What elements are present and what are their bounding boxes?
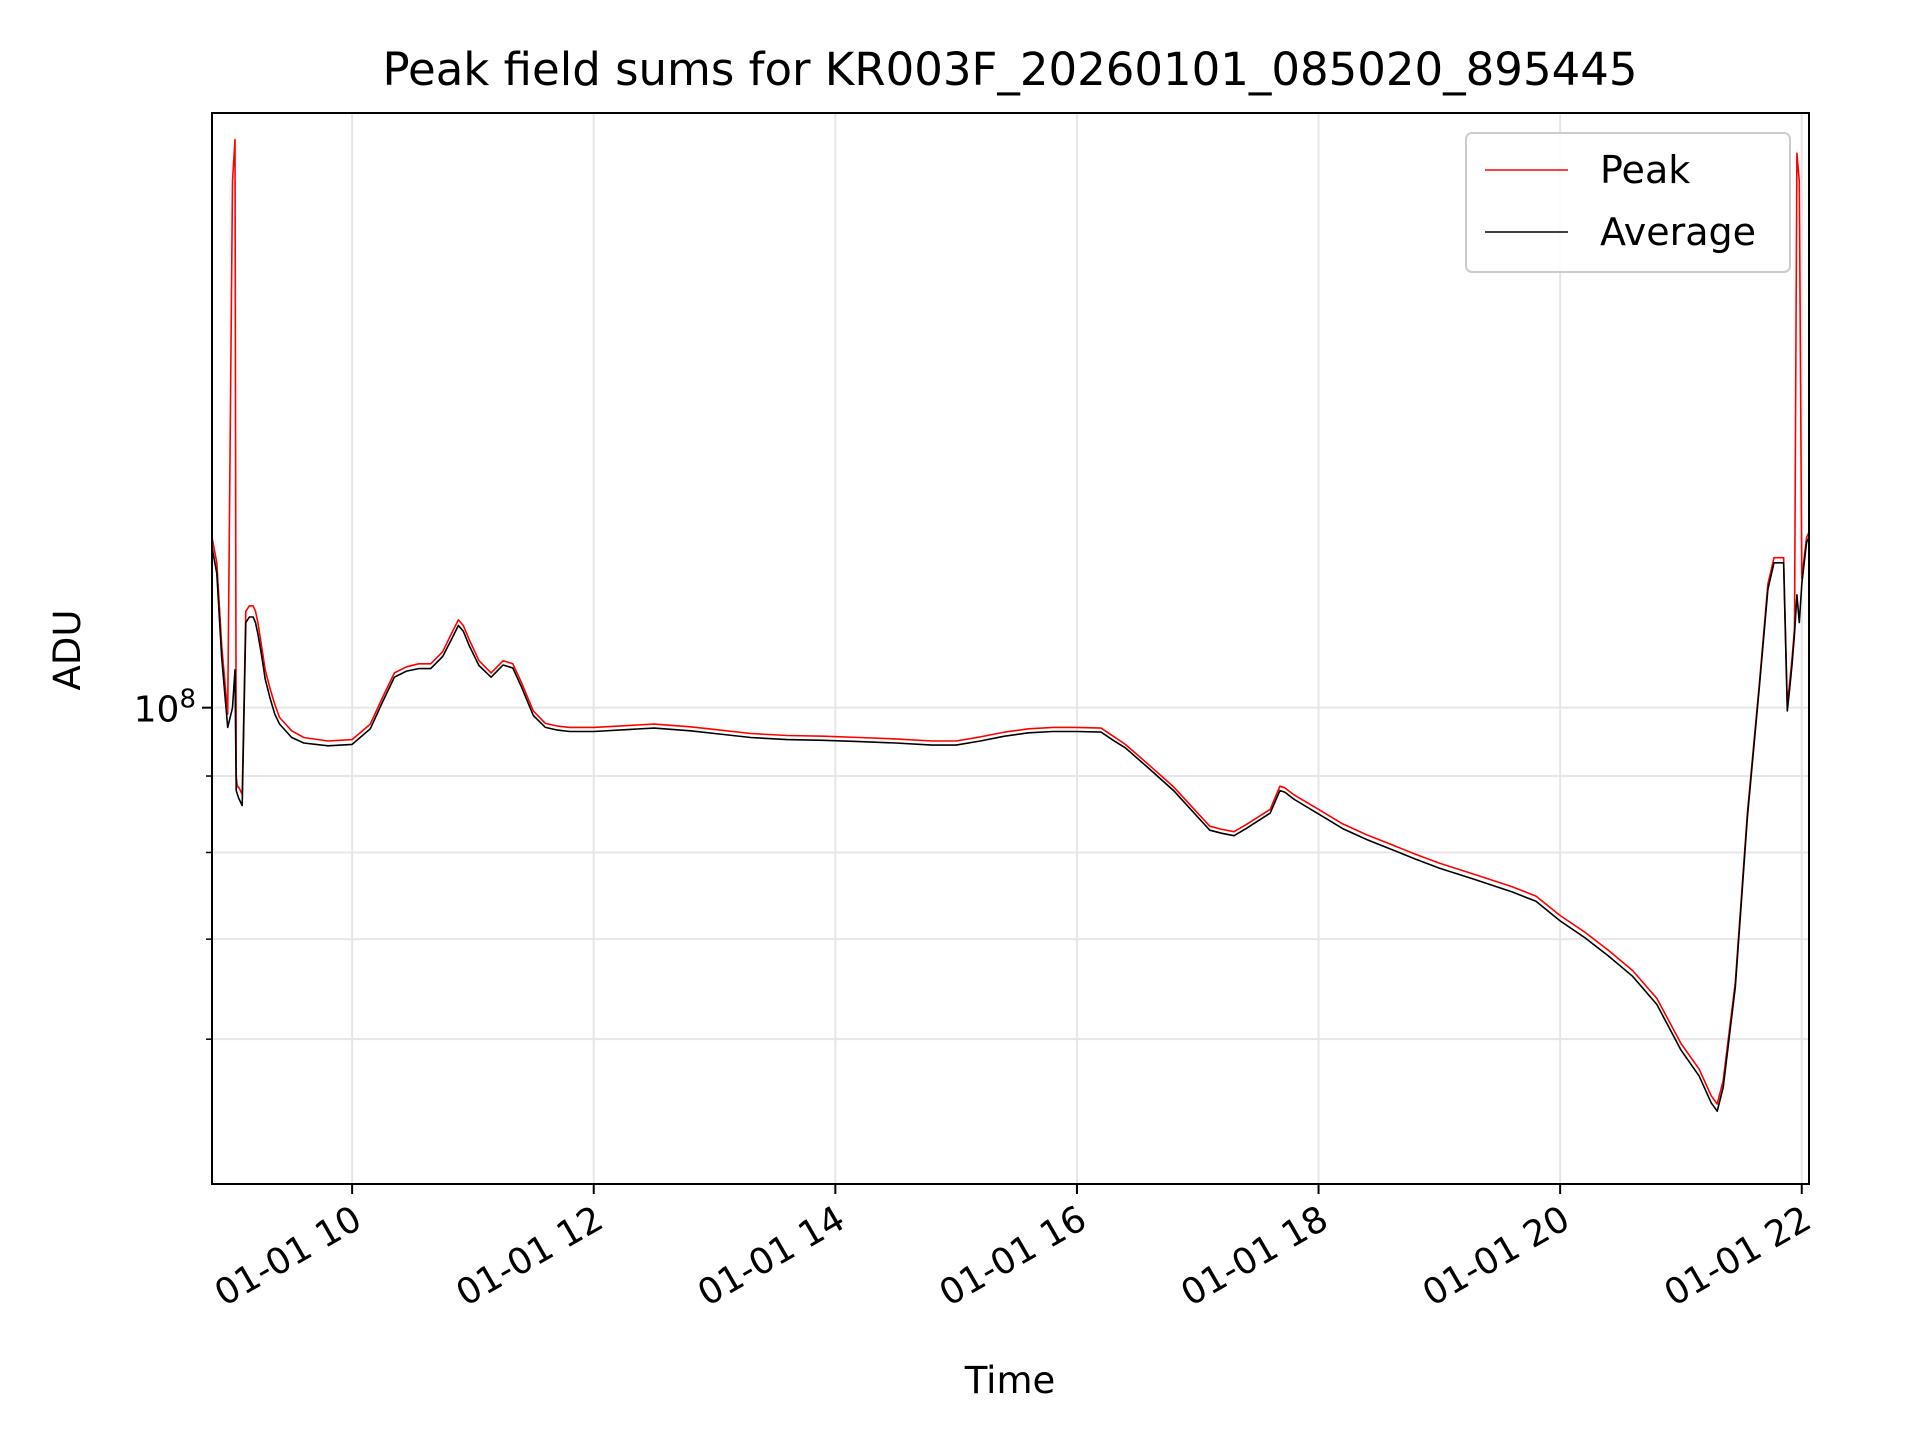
legend-label-peak: Peak — [1600, 148, 1690, 192]
series-layer — [212, 138, 1809, 1112]
series-line-peak — [212, 138, 1809, 1105]
series-line-average — [212, 537, 1809, 1112]
y-tick-label-0: 108 — [134, 685, 196, 731]
plot-area — [212, 138, 1809, 1112]
chart-title: Peak field sums for KR003F_20260101_0850… — [383, 43, 1638, 96]
plot-frame — [211, 112, 1810, 1185]
grid-lines — [212, 113, 1809, 1184]
legend-box — [1465, 132, 1791, 273]
legend-label-average: Average — [1600, 210, 1756, 254]
x-axis-label: Time — [964, 1359, 1056, 1402]
y-axis-ticks: 108 — [134, 685, 212, 1040]
y-axis-label: ADU — [46, 610, 89, 691]
legend: Peak Average — [1465, 132, 1791, 273]
